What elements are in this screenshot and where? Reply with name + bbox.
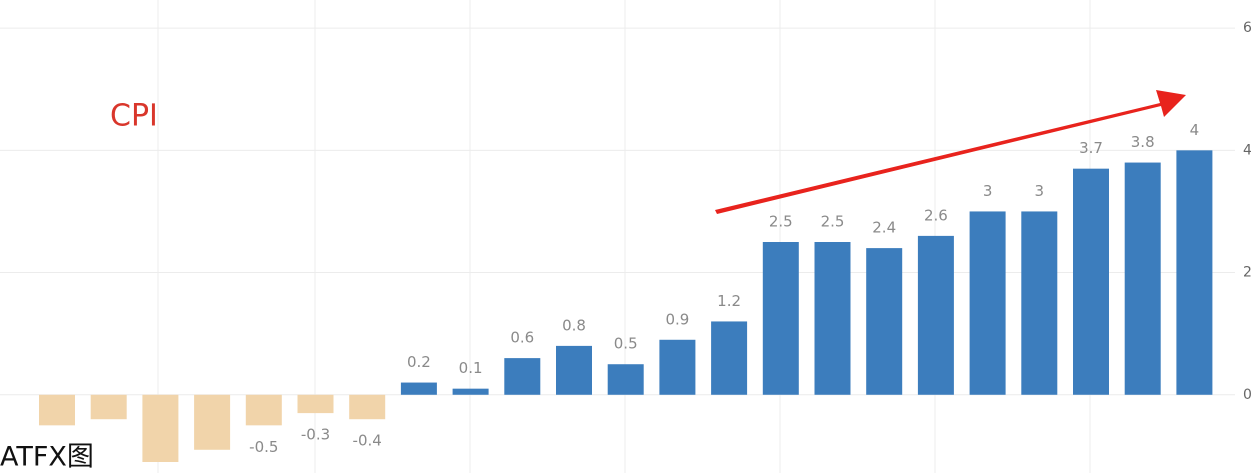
data-label: 0.8 <box>562 316 586 334</box>
bar <box>90 394 127 420</box>
bar <box>349 394 386 420</box>
data-label: 0.5 <box>614 335 638 353</box>
data-label: 2.4 <box>872 219 896 237</box>
bar <box>917 235 954 395</box>
data-label: 1.2 <box>717 292 741 310</box>
data-label: 0.1 <box>459 359 483 377</box>
bar <box>400 382 437 395</box>
data-label: 2.5 <box>821 213 845 231</box>
data-label: 3.7 <box>1079 139 1103 157</box>
bar <box>711 321 748 395</box>
trend-arrow <box>715 90 1186 214</box>
bar <box>1124 162 1161 395</box>
bar <box>1176 150 1213 395</box>
bar <box>504 358 541 395</box>
bar <box>194 394 231 450</box>
bar <box>142 394 179 462</box>
bar <box>1021 211 1058 395</box>
y-tick-label: 2 <box>1243 265 1251 281</box>
data-label: 0.6 <box>510 329 534 347</box>
bar <box>866 248 903 395</box>
data-label: 2.5 <box>769 213 793 231</box>
y-tick-label: 6 <box>1243 20 1251 36</box>
bar <box>814 242 851 395</box>
bar <box>607 364 644 395</box>
plot: 0 2 4 6 -0.5 -0.3 -0.4 0.2 0.1 0.6 0.8 0.5 0.9 1.2 2.5… <box>0 20 1251 462</box>
arrow <box>715 90 1186 214</box>
y-tick-label: 4 <box>1243 142 1251 158</box>
data-label: 3 <box>983 182 993 200</box>
data-label: 2.6 <box>924 206 948 224</box>
data-label: 3.8 <box>1131 133 1155 151</box>
bar <box>245 394 282 426</box>
data-label: -0.5 <box>249 438 278 456</box>
bar <box>556 345 592 395</box>
data-label: 3 <box>1035 182 1045 200</box>
data-label: 0.2 <box>407 353 431 371</box>
data-label: 4 <box>1190 121 1200 139</box>
bar <box>659 339 696 395</box>
chart-title: CPI <box>110 99 158 134</box>
data-label: 0.9 <box>665 310 689 328</box>
bar <box>297 394 334 414</box>
bar <box>1073 168 1109 395</box>
bar <box>762 242 799 395</box>
y-tick-label: 0 <box>1243 387 1251 403</box>
data-label: -0.3 <box>301 426 330 444</box>
bar <box>969 211 1006 395</box>
bar <box>39 394 75 426</box>
data-label: -0.4 <box>353 432 382 450</box>
watermark: ATFX图 <box>0 442 94 473</box>
bar <box>452 388 489 395</box>
